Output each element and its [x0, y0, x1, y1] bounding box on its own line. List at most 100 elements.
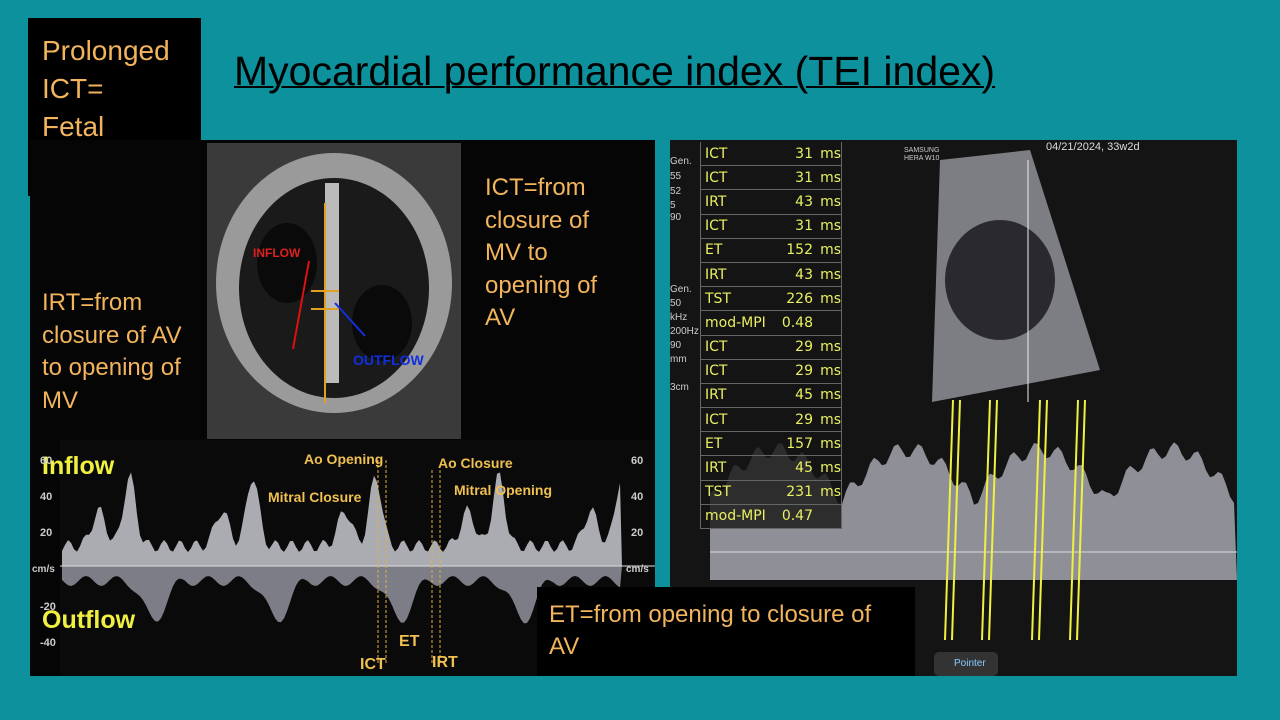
measure-unit: ms	[820, 435, 841, 452]
brand: SAMSUNG	[904, 147, 939, 154]
side-info: 5	[670, 200, 676, 211]
heart	[945, 220, 1055, 340]
measure-value: 29	[795, 411, 813, 428]
measurement-row: ICT 31 ms	[700, 214, 842, 239]
measure-unit: ms	[820, 387, 841, 404]
outflow-label: Outflow	[42, 606, 136, 634]
measure-unit: ms	[820, 363, 841, 380]
label: Mitral Closure	[268, 489, 362, 505]
chamber	[352, 285, 412, 361]
measure-value: 31	[795, 169, 813, 186]
measure-name: TST	[705, 290, 731, 307]
side-info: 90	[670, 212, 682, 223]
measure-unit: ms	[820, 460, 841, 477]
irt-definition: IRT=from closure of AV to opening of MV	[42, 287, 182, 417]
ict-definition: ICT=from closure of MV to opening of AV	[485, 172, 597, 335]
measurement-row: mod-MPI 0.47	[700, 504, 842, 529]
scale-label: 60	[631, 455, 643, 467]
measure-value: 0.48	[781, 314, 813, 331]
definition-line: MV	[42, 386, 78, 414]
label: ICT	[360, 656, 386, 673]
measure-name: IRT	[705, 460, 727, 477]
measurement-row: mod-MPI 0.48	[700, 311, 842, 336]
outflow-arrow	[334, 302, 366, 337]
measure-unit: ms	[820, 218, 841, 235]
measure-unit: ms	[820, 484, 841, 501]
definition-line: IRT=from	[42, 289, 143, 316]
measurement-row: IRT 43 ms	[700, 190, 842, 215]
unit: cm/s	[32, 564, 55, 575]
inflow-arrow	[292, 260, 310, 350]
measure-value: 157	[786, 435, 813, 452]
measurement-row: IRT 43 ms	[700, 262, 842, 288]
measurement-row: ICT 31 ms	[700, 142, 842, 167]
et-definition: ET=from opening to closure of AV	[537, 587, 915, 676]
measure-name: ICT	[705, 363, 728, 380]
label: IRT	[432, 654, 458, 671]
measure-name: IRT	[705, 193, 727, 210]
date: 04/21/2024, 33w2d	[1046, 141, 1140, 153]
measure-name: ICT	[705, 145, 728, 162]
measurement-row: TST 226 ms	[700, 287, 842, 312]
outflow-wave	[62, 566, 622, 624]
measurement-row: ICT 29 ms	[700, 359, 842, 384]
marker-line	[1038, 399, 1048, 641]
scale-label: -40	[40, 637, 56, 649]
measure-name: mod-MPI	[705, 508, 766, 525]
measurement-row: TST 231 ms	[700, 480, 842, 505]
measure-name: ICT	[705, 218, 728, 235]
measure-unit: ms	[820, 411, 841, 428]
measure-unit: ms	[820, 266, 841, 283]
measure-name: mod-MPI	[705, 314, 766, 331]
unit: cm/s	[626, 564, 649, 575]
scale-label: -20	[40, 601, 56, 613]
measure-value: 43	[795, 193, 813, 210]
measurement-row: ICT 29 ms	[700, 335, 842, 360]
measure-value: 29	[795, 363, 813, 380]
measure-value: 31	[795, 145, 813, 162]
outflow-label: OUTFLOW	[353, 352, 425, 368]
side-info: 90	[670, 340, 682, 351]
definition-line: closure of AV	[42, 321, 182, 349]
callout-line: Prolonged	[42, 35, 170, 66]
marker-line	[981, 399, 991, 641]
side-info: kHz	[670, 312, 687, 323]
measure-name: IRT	[705, 266, 727, 283]
measurement-table: ICT 31 ms ICT 31 ms IRT 43 ms ICT 31 ms ET 152 ms IRT 43…	[700, 142, 842, 529]
inflow-label: Inflow	[42, 452, 115, 480]
inflow-label: INFLOW	[253, 246, 301, 260]
definition-line: MV to	[485, 239, 548, 266]
measure-unit: ms	[820, 193, 841, 210]
definition-line: to opening of	[42, 354, 181, 381]
measure-unit: ms	[820, 242, 841, 259]
side-info: 200Hz	[670, 326, 699, 337]
side-info: mm	[670, 354, 687, 365]
marker-line	[1069, 399, 1079, 641]
measure-name: ICT	[705, 339, 728, 356]
label: Ao Opening	[304, 451, 383, 467]
marker-line	[944, 399, 954, 641]
definition-line: AV	[485, 304, 516, 331]
definition-line: ET=from opening to closure of	[549, 601, 872, 628]
measure-value: 43	[795, 266, 813, 283]
measure-unit: ms	[820, 169, 841, 186]
scale-label: 40	[40, 491, 52, 503]
scale-label: 20	[40, 527, 52, 539]
measurement-row: ICT 31 ms	[700, 166, 842, 191]
measure-unit: ms	[820, 339, 841, 356]
callout-line: ICT=	[42, 73, 104, 104]
measure-name: ET	[705, 435, 723, 452]
marker-line	[1031, 399, 1041, 641]
measure-value: 45	[795, 387, 813, 404]
measure-name: ET	[705, 242, 723, 259]
measurement-row: ET 152 ms	[700, 238, 842, 263]
brand: HERA W10	[904, 155, 940, 162]
measure-value: 31	[795, 218, 813, 235]
marker-line	[1076, 399, 1086, 641]
side-info: 52	[670, 186, 682, 197]
measure-unit: ms	[820, 145, 841, 162]
inflow-wave	[62, 472, 622, 566]
measure-value: 45	[795, 460, 813, 477]
